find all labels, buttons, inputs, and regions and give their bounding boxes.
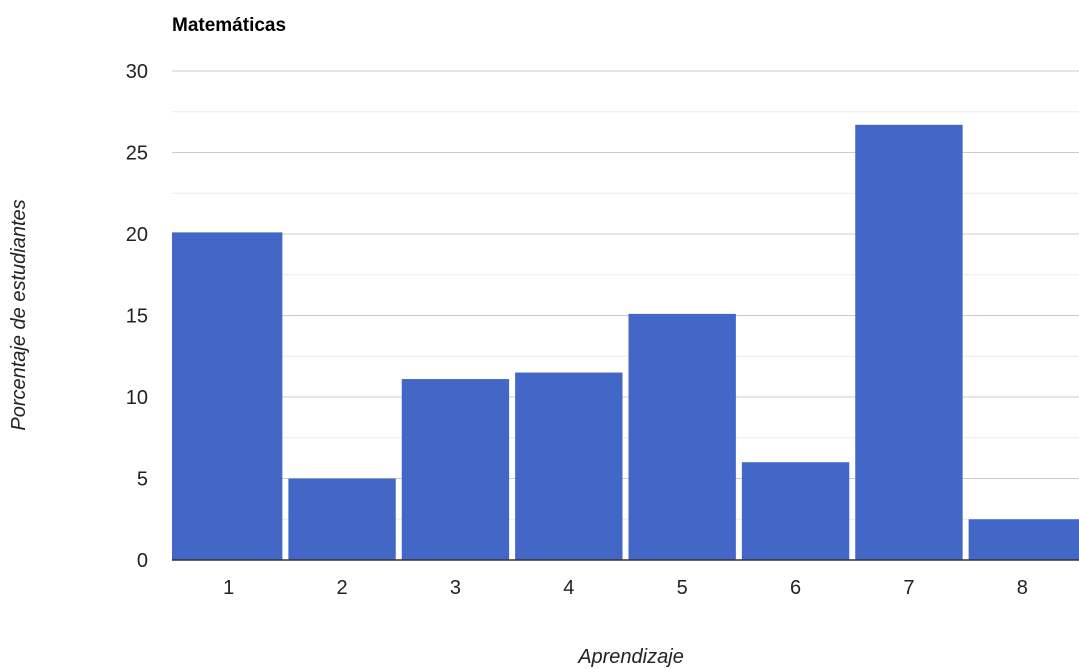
bar-4 [515,372,623,560]
x-tick-label: 8 [1017,577,1028,599]
y-tick-label: 25 [126,143,148,165]
y-tick-label: 10 [126,387,148,409]
bar-7 [855,124,963,560]
bars [172,124,1079,560]
bar-8 [968,519,1079,560]
y-tick-label: 0 [137,550,148,572]
bar-6 [741,462,850,560]
bar-1 [172,232,283,560]
y-tick-label: 5 [137,469,148,491]
x-tick-label: 7 [903,577,914,599]
y-axis-label: Porcentaje de estudiantes [8,199,30,430]
x-tick-label: 5 [677,577,688,599]
x-tick-label: 4 [563,577,574,599]
x-tick-label: 6 [790,577,801,599]
chart-title: Matemáticas [172,15,286,36]
y-tick-label: 20 [126,224,148,246]
y-tick-label: 15 [126,306,148,328]
x-tick-label: 1 [223,577,234,599]
bar-3 [401,379,510,560]
x-axis-ticks: 1 2 3 4 5 6 7 8 [223,577,1028,599]
bar-2 [288,478,396,560]
y-tick-label: 30 [126,61,148,83]
y-axis-ticks: 0 5 10 15 20 25 30 [126,61,148,572]
x-axis-label: Aprendizaje [577,646,684,668]
x-tick-label: 3 [450,577,461,599]
bar-5 [628,313,736,560]
x-tick-label: 2 [337,577,348,599]
